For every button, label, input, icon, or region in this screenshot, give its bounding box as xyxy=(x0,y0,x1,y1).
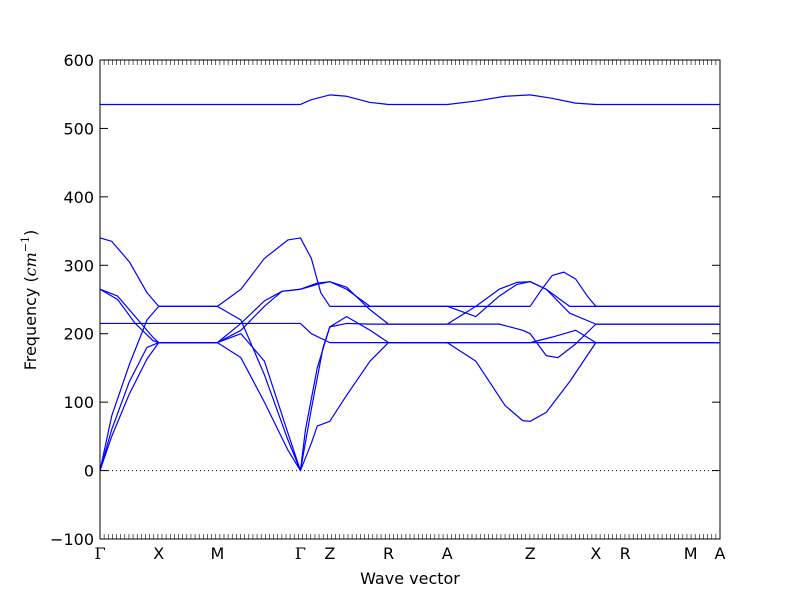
branch-3-line xyxy=(99,305,720,472)
x-axis-label: Wave vector xyxy=(360,569,460,588)
chart-marks xyxy=(99,94,720,472)
branch-8-line xyxy=(100,94,720,106)
y-tick-label: −100 xyxy=(50,530,94,549)
y-tick-label: 300 xyxy=(63,256,94,275)
y-tick-label: 600 xyxy=(63,51,94,70)
y-tick-label: 100 xyxy=(63,393,94,412)
x-tick-label-10: R xyxy=(620,544,631,563)
x-tick-label-11: M xyxy=(684,544,698,563)
y-axis-unit-exponent: −1 xyxy=(19,236,32,252)
x-tick-label-4: Γ xyxy=(295,544,306,563)
x-tick-label-12: A xyxy=(715,544,726,563)
branch-6-line xyxy=(99,281,720,344)
branch-2-line xyxy=(99,316,720,472)
y-axis-label-text: Frequency xyxy=(21,288,40,371)
branch-5-line xyxy=(99,281,720,344)
x-tick-label-3: M xyxy=(211,544,225,563)
x-tick-label-1: Γ xyxy=(94,544,105,563)
y-axis-label: Frequency (cm−1) xyxy=(19,230,40,371)
y-tick-label: 200 xyxy=(63,325,94,344)
y-tick-label: 400 xyxy=(63,188,94,207)
branch-7-line xyxy=(99,237,720,307)
y-axis-unit: cm xyxy=(21,252,40,276)
x-tick-label-8: Z xyxy=(525,544,536,563)
x-tick-label-9: X xyxy=(590,544,601,563)
plot-frame xyxy=(99,59,721,540)
y-tick-label: 500 xyxy=(63,119,94,138)
x-tick-label-2: X xyxy=(153,544,164,563)
x-tick-label-5: Z xyxy=(324,544,335,563)
y-tick-label: 0 xyxy=(84,462,94,481)
branch-4-line xyxy=(100,322,720,344)
x-tick-label-6: R xyxy=(383,544,394,563)
x-tick-label-7: A xyxy=(442,544,453,563)
chart-axes xyxy=(99,59,721,540)
branch-1-line xyxy=(99,342,720,472)
